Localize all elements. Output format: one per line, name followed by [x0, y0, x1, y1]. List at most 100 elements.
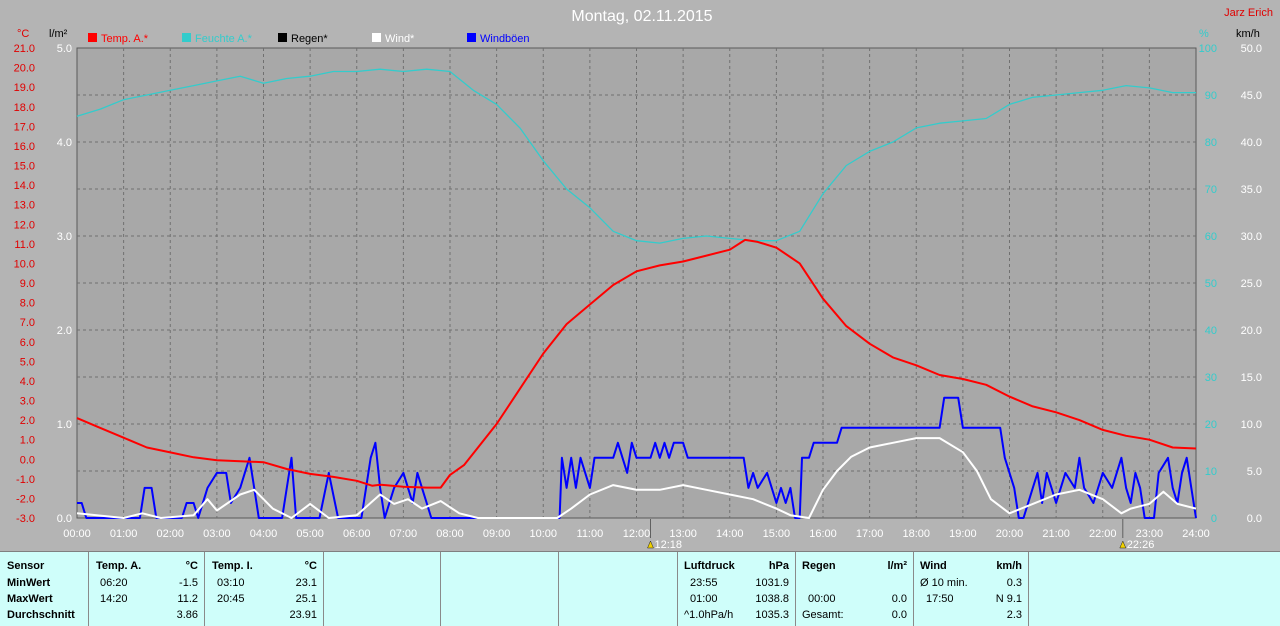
wind-tick-label: 10.0: [1241, 419, 1262, 431]
wind-tick-label: 35.0: [1241, 184, 1262, 196]
x-tick-label: 14:00: [716, 528, 744, 540]
x-tick-label: 02:00: [156, 528, 184, 540]
temp-tick-label: 6.0: [20, 337, 35, 349]
author-label: Jarz Erich: [1224, 7, 1273, 19]
pressure-header: Luftdruck: [684, 560, 735, 572]
legend-swatch: [372, 33, 381, 42]
series-line: [76, 68, 1196, 244]
pressure-trend: 1035.3: [755, 609, 789, 621]
pressure-min-time: 23:55: [690, 577, 718, 589]
x-tick-label: 19:00: [949, 528, 977, 540]
x-tick-label: 18:00: [902, 528, 930, 540]
time-marker-label: 22:26: [1127, 539, 1155, 551]
stats-col-empty-1: [324, 552, 441, 626]
x-tick-label: 11:00: [577, 528, 604, 540]
wind-tick-label: 45.0: [1241, 90, 1262, 102]
rain-tick-label: 4.0: [57, 137, 72, 149]
temp-i-max: 25.1: [295, 593, 317, 605]
stats-col-empty-3: [559, 552, 678, 626]
temp-tick-label: 21.0: [14, 43, 35, 55]
temp-tick-label: 10.0: [14, 258, 35, 270]
x-tick-label: 00:00: [63, 528, 91, 540]
rain-tick-label: 5.0: [57, 43, 72, 55]
temp-tick-label: 20.0: [14, 63, 35, 75]
temp-a-unit: °C: [185, 560, 198, 572]
wind-tick-label: 0.0: [1247, 513, 1262, 525]
pressure-unit: hPa: [768, 560, 789, 572]
temp-a-avg: 3.86: [176, 609, 198, 621]
temp-tick-label: -1.0: [16, 474, 35, 486]
x-tick-label: 10:00: [529, 528, 557, 540]
legend-swatch: [88, 33, 97, 42]
temp-tick-label: 16.0: [14, 141, 35, 153]
legend-swatch: [182, 33, 191, 42]
x-tick-label: 12:00: [623, 528, 651, 540]
row-label-avg: Durchschnitt: [7, 609, 75, 621]
temp-a-min-time: 06:20: [100, 577, 128, 589]
wind-max: N 9.1: [995, 593, 1022, 605]
humidity-tick-label: 10: [1205, 466, 1217, 478]
series-line: [76, 238, 1197, 489]
humidity-tick-label: 50: [1205, 278, 1217, 290]
x-tick-label: 03:00: [203, 528, 231, 540]
wind-tick-label: 25.0: [1241, 278, 1262, 290]
legend-label: Windböen: [480, 33, 530, 45]
temp-tick-label: 9.0: [20, 278, 35, 290]
humidity-tick-label: 60: [1205, 231, 1217, 243]
legend-swatch: [467, 33, 476, 42]
wind-axis-unit: km/h: [1236, 28, 1260, 40]
wind-header: Wind: [920, 560, 947, 572]
stats-col-wind: Wind km/h Ø 10 min. 0.3 17:50 N 9.1 2.3: [914, 552, 1029, 626]
rain-unit: l/m²: [887, 560, 907, 572]
temp-i-avg: 23.91: [289, 609, 317, 621]
wind-tick-label: 40.0: [1241, 137, 1262, 149]
x-tick-label: 07:00: [390, 528, 418, 540]
x-tick-label: 08:00: [436, 528, 464, 540]
humidity-tick-label: 90: [1205, 90, 1217, 102]
temp-tick-label: 19.0: [14, 82, 35, 94]
temp-tick-label: -3.0: [16, 513, 35, 525]
wind-tick-label: 50.0: [1241, 43, 1262, 55]
series-line: [77, 396, 1197, 519]
temp-tick-label: 17.0: [14, 121, 35, 133]
temp-tick-label: 3.0: [20, 396, 35, 408]
x-tick-label: 06:00: [343, 528, 371, 540]
x-tick-label: 05:00: [296, 528, 324, 540]
sensor-header: Sensor: [7, 560, 45, 572]
x-tick-label: 17:00: [856, 528, 884, 540]
wind-tick-label: 20.0: [1241, 325, 1262, 337]
temp-tick-label: 14.0: [14, 180, 35, 192]
temp-i-max-time: 20:45: [217, 593, 245, 605]
rain-total: 0.0: [891, 609, 907, 621]
time-marker-label: 12:18: [654, 539, 682, 551]
temp-i-header: Temp. I.: [212, 560, 253, 572]
x-tick-label: 13:00: [669, 528, 697, 540]
temp-tick-label: 13.0: [14, 200, 35, 212]
temp-tick-label: 2.0: [20, 415, 35, 427]
temp-tick-label: 15.0: [14, 161, 35, 173]
legend-label: Wind*: [385, 33, 415, 45]
rain-tick-label: 3.0: [57, 231, 72, 243]
temp-i-unit: °C: [304, 560, 317, 572]
temp-a-header: Temp. A.: [96, 560, 142, 572]
rain-axis-unit: l/m²: [49, 28, 68, 40]
temp-tick-label: 7.0: [20, 317, 35, 329]
pressure-min: 1031.9: [755, 577, 789, 589]
humidity-tick-label: 0: [1211, 513, 1217, 525]
stats-col-temp-a: Temp. A. °C 06:20 -1.5 14:20 11.2 3.86: [89, 552, 205, 626]
wind-last: 2.3: [1006, 609, 1022, 621]
temp-tick-label: 11.0: [14, 239, 35, 251]
row-label-min: MinWert: [7, 577, 51, 589]
wind-tick-label: 15.0: [1241, 372, 1262, 384]
rain-r1: 0.0: [891, 593, 907, 605]
sun-icon: [1119, 540, 1127, 549]
temp-a-max: 11.2: [177, 593, 198, 605]
stats-col-rain: Regen l/m² 0.0 00:00 Gesamt: 0.0: [796, 552, 914, 626]
temp-i-min-time: 03:10: [217, 577, 245, 589]
stats-col-sensor: Sensor MinWert MaxWert Durchschnitt: [0, 552, 89, 626]
temp-tick-label: -2.0: [16, 493, 35, 505]
temp-tick-label: 18.0: [14, 102, 35, 114]
statistics-panel: Sensor MinWert MaxWert Durchschnitt Temp…: [0, 551, 1280, 626]
x-tick-label: 01:00: [110, 528, 138, 540]
x-tick-label: 20:00: [996, 528, 1024, 540]
